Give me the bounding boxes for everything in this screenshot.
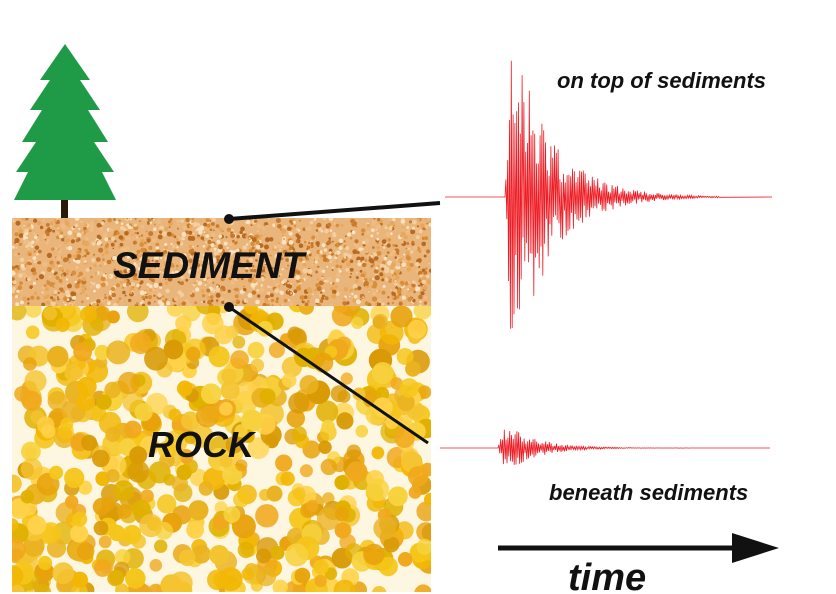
arrow-right-icon xyxy=(498,533,779,563)
seismogram-top xyxy=(445,60,773,329)
sediment-layer xyxy=(12,218,431,306)
connector-line-top xyxy=(228,201,441,221)
waveform-line xyxy=(445,60,773,329)
tree-trunk xyxy=(61,195,68,218)
rock-layer xyxy=(12,305,431,592)
sediment-label: SEDIMENT xyxy=(113,245,308,286)
connector-line-bottom xyxy=(228,305,429,445)
rock-label: ROCK xyxy=(148,424,257,465)
time-axis-label: time xyxy=(568,557,646,594)
sensor-dot-top xyxy=(224,214,234,224)
waveform-line xyxy=(440,429,770,465)
top-trace-caption: on top of sediments xyxy=(557,68,766,93)
sensor-dot-bottom xyxy=(224,302,234,312)
seismogram-bottom xyxy=(440,429,770,465)
evergreen-tree-icon xyxy=(14,44,116,218)
tree-crown xyxy=(14,44,116,200)
bottom-trace-caption: beneath sediments xyxy=(549,480,748,505)
